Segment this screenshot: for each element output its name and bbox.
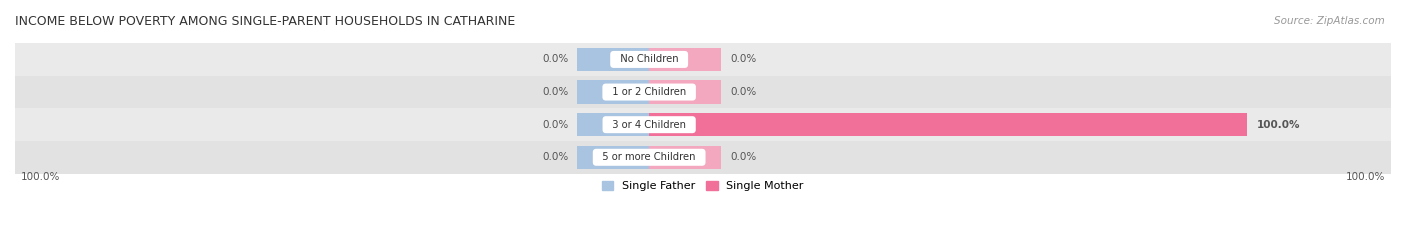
Text: Source: ZipAtlas.com: Source: ZipAtlas.com [1274,16,1385,26]
Text: 1 or 2 Children: 1 or 2 Children [606,87,692,97]
Text: 5 or more Children: 5 or more Children [596,152,702,162]
Bar [650,113,1247,136]
Bar [578,48,650,71]
Bar [15,43,1391,76]
Legend: Single Father, Single Mother: Single Father, Single Mother [598,177,808,196]
Text: 0.0%: 0.0% [730,55,756,65]
Bar [578,146,650,169]
Bar [15,76,1391,108]
Text: 0.0%: 0.0% [543,152,568,162]
Text: 0.0%: 0.0% [543,120,568,130]
Bar [650,48,721,71]
Text: No Children: No Children [614,55,685,65]
Text: 0.0%: 0.0% [730,152,756,162]
Text: 3 or 4 Children: 3 or 4 Children [606,120,692,130]
Text: 100.0%: 100.0% [21,172,60,182]
Text: INCOME BELOW POVERTY AMONG SINGLE-PARENT HOUSEHOLDS IN CATHARINE: INCOME BELOW POVERTY AMONG SINGLE-PARENT… [15,15,515,28]
Bar [650,80,721,104]
Text: 100.0%: 100.0% [1346,172,1385,182]
Text: 0.0%: 0.0% [543,87,568,97]
Bar [578,113,650,136]
Bar [578,80,650,104]
Text: 100.0%: 100.0% [1257,120,1301,130]
Bar [650,146,721,169]
Text: 0.0%: 0.0% [730,87,756,97]
Bar [15,141,1391,174]
Bar [15,108,1391,141]
Text: 0.0%: 0.0% [543,55,568,65]
